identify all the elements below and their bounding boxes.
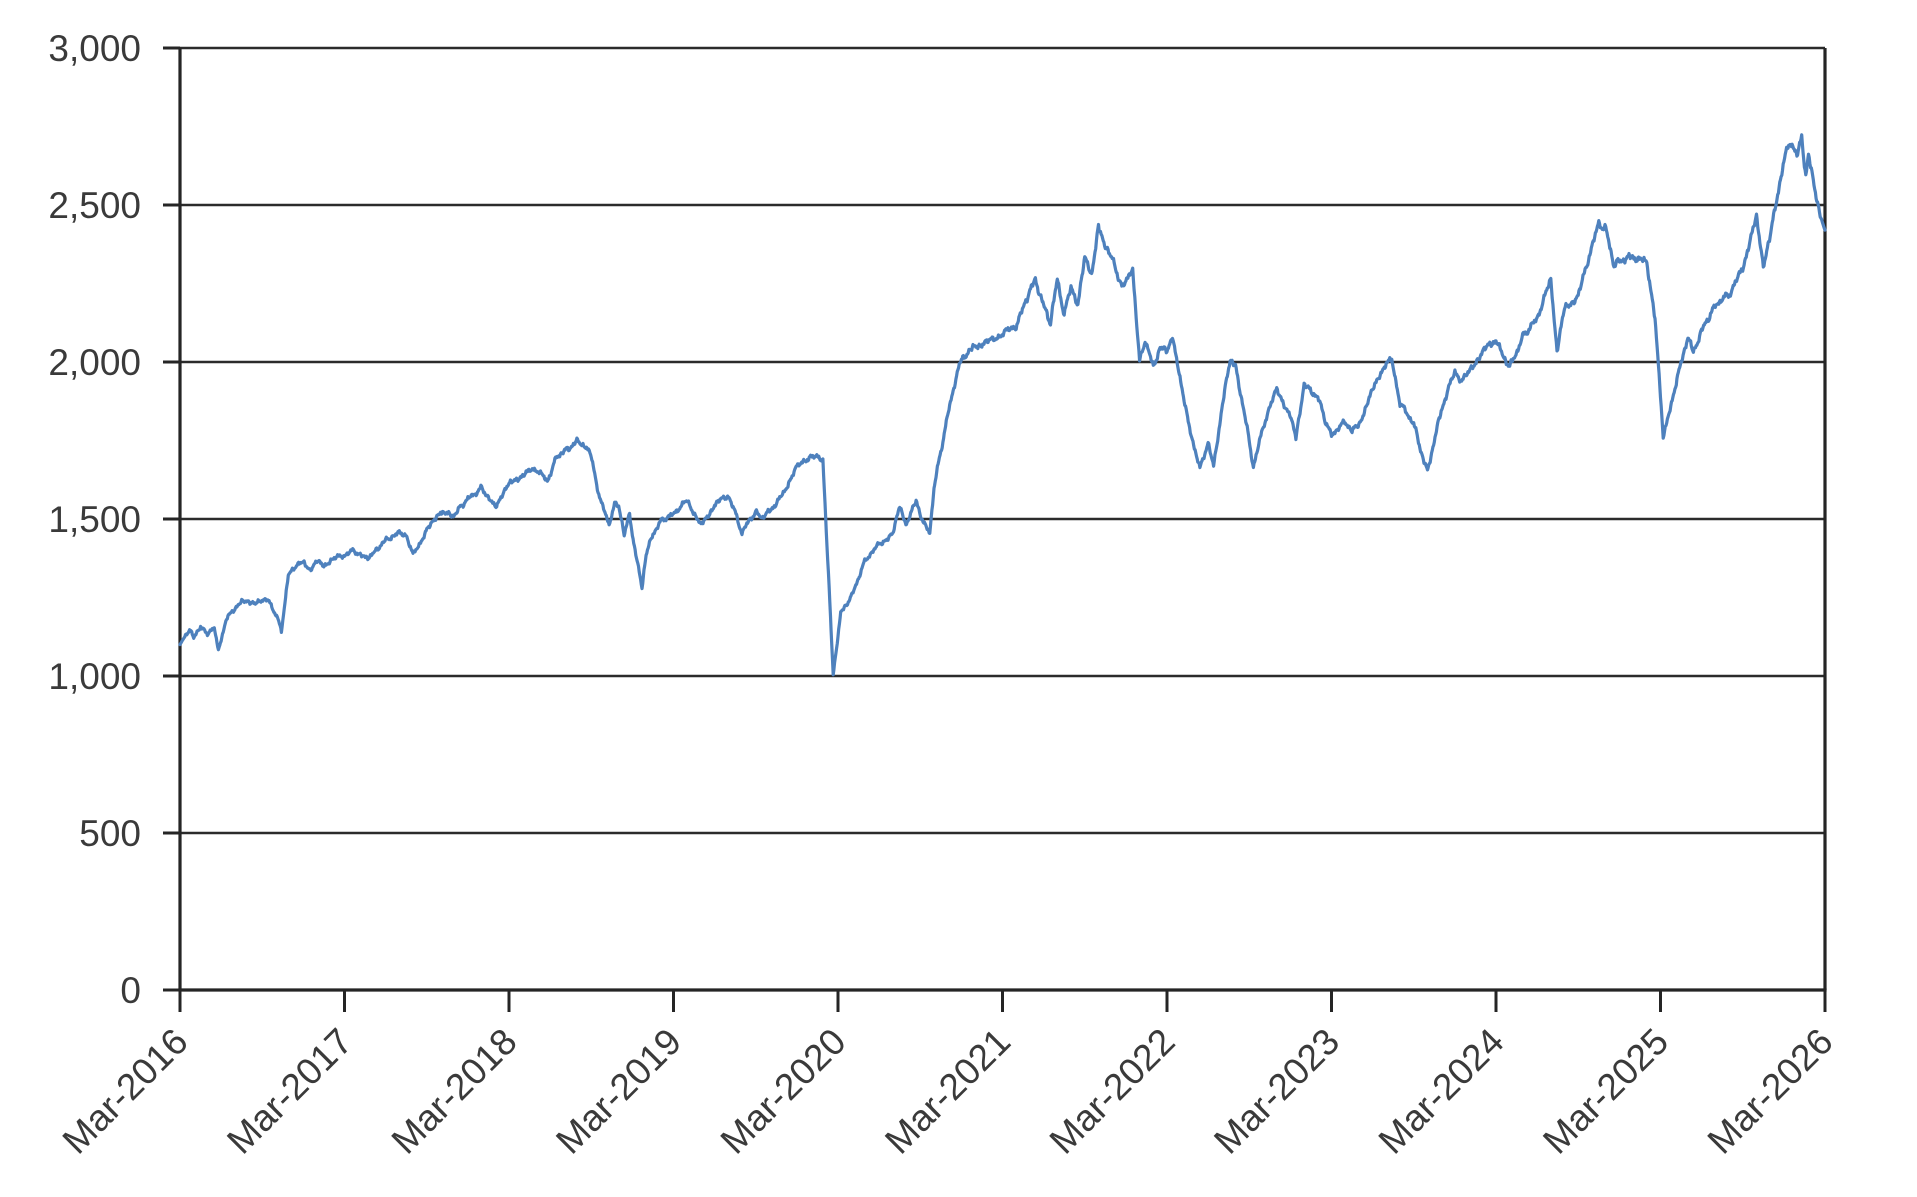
x-tick-label: Mar-2026 [1700, 1021, 1841, 1162]
x-tick-label: Mar-2022 [1042, 1021, 1183, 1162]
x-tick-label: Mar-2025 [1535, 1021, 1676, 1162]
x-tick-label: Mar-2019 [548, 1021, 689, 1162]
y-tick-label: 1,500 [48, 499, 141, 540]
x-tick-label: Mar-2023 [1206, 1021, 1347, 1162]
x-tick-label: Mar-2017 [219, 1021, 360, 1162]
y-tick-label: 1,000 [48, 656, 141, 697]
y-tick-label: 2,500 [48, 185, 141, 226]
x-tick-label: Mar-2020 [713, 1021, 854, 1162]
x-tick-label: Mar-2016 [55, 1021, 196, 1162]
x-tick-label: Mar-2024 [1371, 1021, 1512, 1162]
y-tick-label: 2,000 [48, 342, 141, 383]
y-tick-label: 3,000 [48, 28, 141, 69]
x-tick-label: Mar-2018 [384, 1021, 525, 1162]
y-tick-label: 500 [79, 813, 141, 854]
series-line [178, 133, 1827, 677]
y-tick-label: 0 [120, 970, 141, 1011]
x-tick-label: Mar-2021 [877, 1021, 1018, 1162]
